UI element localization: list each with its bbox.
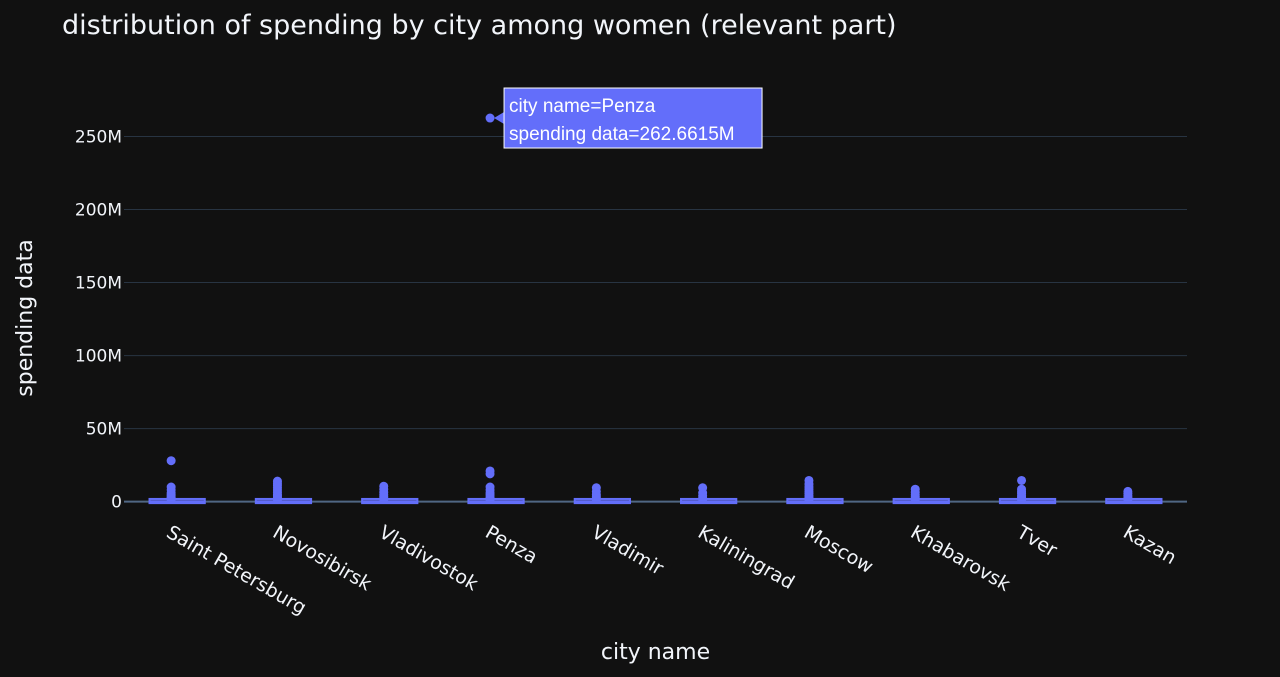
- y-tick-label: 50M: [86, 420, 122, 440]
- box-tver[interactable]: [998, 475, 1057, 505]
- tooltip-pointer: [494, 112, 505, 125]
- tooltip-line: spending data=262.6615M: [509, 124, 735, 145]
- x-tick-label: Vladimir: [588, 521, 667, 580]
- box-series[interactable]: [148, 113, 1163, 505]
- y-tick-label: 100M: [75, 347, 122, 367]
- box-kazan[interactable]: [1105, 486, 1163, 505]
- y-axis-title: spending data: [13, 239, 38, 396]
- x-tick-label: Khabarovsk: [907, 521, 1014, 596]
- box-novosibirsk[interactable]: [254, 476, 313, 505]
- tooltip-line: city name=Penza: [509, 96, 656, 117]
- y-axis-ticks: 0 50M 100M 150M 200M 250M: [75, 128, 122, 513]
- box-saint-petersburg[interactable]: [148, 456, 206, 505]
- box-kaliningrad[interactable]: [680, 483, 738, 505]
- grid-lines: [124, 136, 1187, 503]
- box-vladimir[interactable]: [573, 483, 631, 505]
- tooltip-box: [503, 87, 763, 149]
- x-axis-title: city name: [601, 640, 710, 665]
- x-tick-label: Penza: [482, 521, 542, 568]
- y-tick-label: 0: [111, 493, 122, 513]
- x-tick-label: Kazan: [1119, 521, 1180, 569]
- outlier-point[interactable]: [166, 456, 176, 466]
- outlier-point[interactable]: [1017, 475, 1027, 485]
- x-tick-label: Kaliningrad: [694, 521, 798, 594]
- box-vladivostok[interactable]: [361, 481, 419, 505]
- outlier-point[interactable]: [698, 494, 708, 504]
- x-tick-label: Tver: [1012, 521, 1061, 562]
- box-penza[interactable]: [467, 113, 525, 505]
- outlier-point[interactable]: [1123, 494, 1133, 504]
- outlier-point[interactable]: [485, 469, 495, 479]
- box-khabarovsk[interactable]: [892, 484, 950, 505]
- x-tick-label: Moscow: [800, 521, 876, 578]
- outlier-point[interactable]: [272, 494, 282, 504]
- outlier-point[interactable]: [485, 113, 495, 123]
- outlier-point[interactable]: [166, 494, 176, 504]
- outlier-point[interactable]: [591, 494, 601, 504]
- y-tick-label: 200M: [75, 201, 122, 221]
- outlier-point[interactable]: [910, 494, 920, 504]
- outlier-point[interactable]: [485, 494, 495, 504]
- outlier-point[interactable]: [804, 494, 814, 504]
- chart-title: distribution of spending by city among w…: [62, 10, 897, 41]
- y-tick-label: 250M: [75, 128, 122, 148]
- hover-tooltip: city name=Penza spending data=262.6615M: [494, 87, 763, 149]
- outlier-point[interactable]: [1017, 494, 1027, 504]
- y-tick-label: 150M: [75, 274, 122, 294]
- outlier-point[interactable]: [379, 494, 389, 504]
- box-moscow[interactable]: [786, 475, 844, 505]
- x-tick-label: Novosibirsk: [269, 521, 375, 595]
- x-tick-label: Vladivostok: [375, 521, 481, 595]
